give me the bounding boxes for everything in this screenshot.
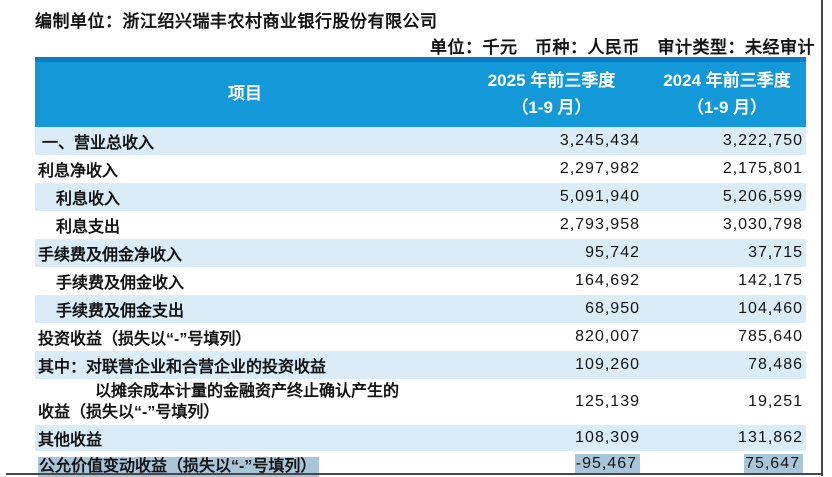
value-2024: 75,647 [648, 454, 806, 474]
value-2025: 5,091,940 [559, 188, 640, 205]
header-2024-line1: 2024 年前三季度 [663, 71, 791, 91]
header-2024-line2: （1-9 月） [686, 97, 768, 117]
header-2025-column: 2025 年前三季度 （1-9 月） [455, 68, 648, 121]
prepared-by-line: 编制单位：浙江绍兴瑞丰农村商业银行股份有限公司 [35, 12, 438, 31]
value-2025: 2,793,958 [559, 216, 640, 233]
table-row-associates-jv-investment-income: 其中：对联营企业和合营企业的投资收益 109,260 78,486 [35, 351, 806, 379]
value-2025: 164,692 [575, 272, 640, 289]
value-2025: 68,950 [585, 300, 640, 317]
row-label: 公允价值变动收益（损失以“-”号填列） [35, 452, 455, 477]
value-2024: 131,862 [738, 429, 803, 446]
value-2024: 3,030,798 [722, 216, 803, 233]
value-2025: 3,245,434 [559, 132, 640, 149]
table-row-net-fee-commission-income: 手续费及佣金净收入 95,742 37,715 [35, 239, 806, 267]
row-label-line2: 收益（损失以“-”号填列） [38, 404, 220, 421]
row-label: 利息收入 [56, 191, 121, 208]
unit-currency-audit-line: 单位：千元 币种：人民币 审计类型：未经审计 [430, 38, 815, 57]
table-row-fee-commission-expense: 手续费及佣金支出 68,950 104,460 [35, 295, 806, 323]
header-2025-line2: （1-9 月） [511, 97, 592, 117]
table-row-investment-income: 投资收益（损失以“-”号填列） 820,007 785,640 [35, 323, 806, 351]
row-label: 其中：对联营企业和合营企业的投资收益 [38, 359, 327, 376]
header-item-column: 项目 [228, 84, 262, 104]
row-label: 手续费及佣金净收入 [38, 247, 183, 264]
header-2024-column: 2024 年前三季度 （1-9 月） [648, 68, 806, 121]
income-statement-table: 项目 2025 年前三季度 （1-9 月） 2024 年前三季度 （1-9 月）… [35, 57, 806, 477]
page-bottom-border [6, 473, 823, 475]
value-2024: 142,175 [738, 272, 803, 289]
table-row-total-operating-income: 一、营业总收入 3,245,434 3,222,750 [35, 127, 806, 155]
row-label: 投资收益（损失以“-”号填列） [38, 331, 252, 348]
value-2025: 109,260 [575, 356, 640, 373]
selected-text-value-2024[interactable]: 75,647 [744, 454, 803, 474]
row-label: 利息净收入 [38, 163, 119, 180]
table-row-other-income: 其他收益 108,309 131,862 [35, 425, 806, 451]
table-row-derecognition-amortized-cost-gains: 以摊余成本计量的金融资产终止确认产生的 收益（损失以“-”号填列） 125,13… [35, 379, 806, 425]
table-row-net-interest-income: 利息净收入 2,297,982 2,175,801 [35, 155, 806, 183]
value-2025: 125,139 [575, 393, 640, 410]
value-2024: 104,460 [738, 300, 803, 317]
row-label: 手续费及佣金收入 [56, 275, 185, 292]
value-2024: 5,206,599 [722, 188, 803, 205]
table-row-fee-commission-income: 手续费及佣金收入 164,692 142,175 [35, 267, 806, 295]
row-label-line1: 以摊余成本计量的金融资产终止确认产生的 [95, 383, 400, 400]
value-2024: 2,175,801 [722, 160, 803, 177]
value-2024: 78,486 [748, 356, 803, 373]
table-row-fair-value-change-gains: 公允价值变动收益（损失以“-”号填列） -95,467 75,647 [35, 451, 806, 477]
value-2025: 820,007 [575, 328, 640, 345]
value-2024: 19,251 [748, 393, 803, 410]
row-label: 其他收益 [38, 432, 103, 449]
value-2025: 95,742 [585, 244, 640, 261]
row-label: 一、营业总收入 [42, 135, 155, 152]
value-2024: 785,640 [738, 328, 803, 345]
table-row-interest-expense: 利息支出 2,793,958 3,030,798 [35, 211, 806, 239]
value-2024: 37,715 [748, 244, 803, 261]
row-label: 利息支出 [56, 219, 121, 236]
row-label: 手续费及佣金支出 [56, 303, 185, 320]
selected-text-label[interactable]: 公允价值变动收益（损失以“-”号填列） [38, 457, 320, 477]
table-row-interest-income: 利息收入 5,091,940 5,206,599 [35, 183, 806, 211]
table-header-row: 项目 2025 年前三季度 （1-9 月） 2024 年前三季度 （1-9 月） [35, 57, 806, 127]
value-2025: 2,297,982 [559, 160, 640, 177]
page-right-border [821, 0, 823, 476]
row-label: 以摊余成本计量的金融资产终止确认产生的 收益（损失以“-”号填列） [35, 381, 455, 423]
header-2025-line1: 2025 年前三季度 [487, 71, 616, 91]
value-2024: 3,222,750 [722, 132, 803, 149]
value-2025: 108,309 [575, 429, 640, 446]
value-2025: -95,467 [455, 454, 648, 474]
selected-text-value-2025[interactable]: -95,467 [574, 454, 640, 474]
